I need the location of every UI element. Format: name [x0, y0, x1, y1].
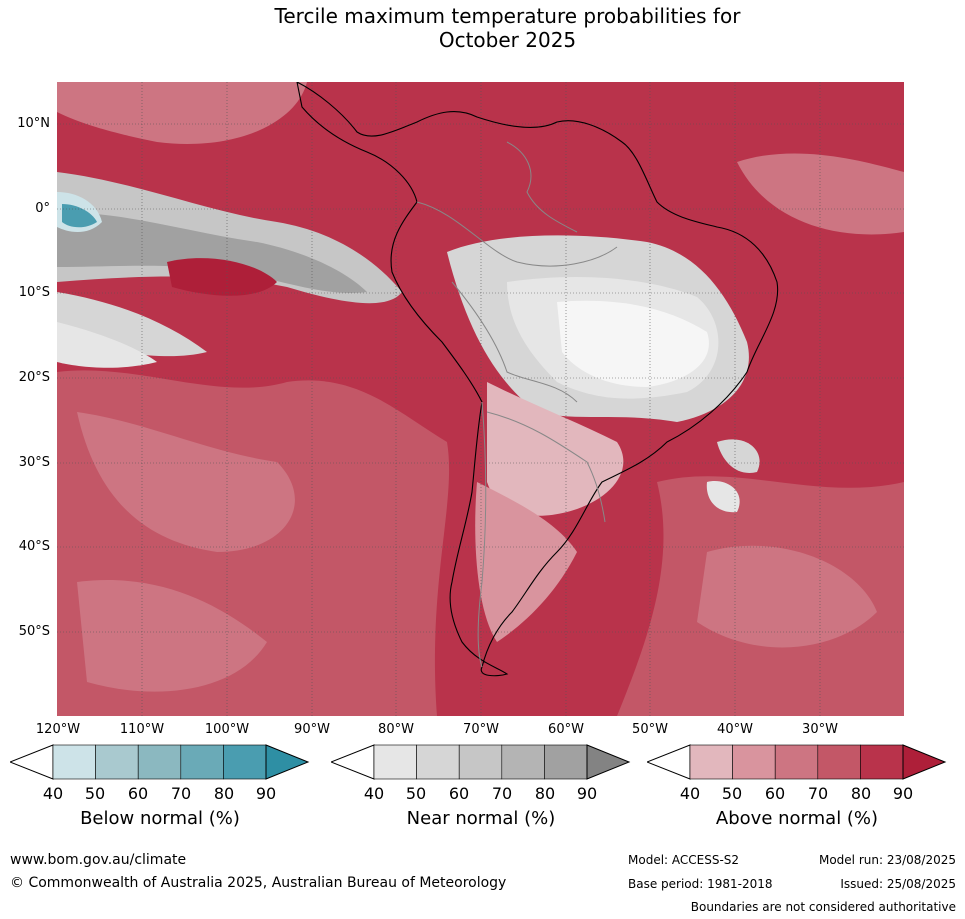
tick-label: 50 — [721, 784, 743, 803]
tick-label: 40 — [679, 784, 701, 803]
lon-label: 40°W — [717, 722, 753, 737]
lon-label: 100°W — [204, 722, 250, 737]
tick-label: 70 — [170, 784, 192, 803]
model-name: Model: ACCESS-S2 — [628, 853, 740, 867]
colorbar-cell — [137, 744, 182, 780]
tick-label: 60 — [127, 784, 149, 803]
tick-label: 80 — [850, 784, 872, 803]
colorbar-cell — [544, 744, 588, 780]
disclaimer: Boundaries are not considered authoritat… — [690, 900, 956, 914]
lat-label: 40°S — [18, 539, 50, 554]
tick-label: 60 — [448, 784, 470, 803]
colorbar-cell — [95, 744, 139, 780]
colorbar-cell — [416, 744, 460, 780]
tick-label: 70 — [491, 784, 513, 803]
colorbar-above — [647, 744, 947, 780]
colorbar-cell — [373, 744, 417, 780]
colorbar-cell — [458, 744, 503, 780]
issued-date: Issued: 25/08/2025 — [840, 877, 956, 891]
colorbar-cell — [732, 744, 776, 780]
colorbar-above-cells — [689, 744, 904, 780]
colorbar-cell — [501, 744, 545, 780]
colorbar-above-title: Above normal (%) — [715, 808, 879, 829]
lat-label: 20°S — [18, 370, 50, 385]
title-line-1: Tercile maximum temperature probabilitie… — [274, 4, 741, 28]
lon-label: 80°W — [378, 722, 414, 737]
tick-label: 80 — [534, 784, 556, 803]
colorbar-near-cells — [373, 744, 588, 780]
lon-label: 60°W — [548, 722, 584, 737]
tick-label: 80 — [213, 784, 235, 803]
colorbar-cell — [52, 744, 96, 780]
tick-label: 40 — [363, 784, 385, 803]
tick-label: 90 — [576, 784, 598, 803]
lon-label: 50°W — [632, 722, 668, 737]
colorbar-below — [10, 744, 310, 780]
colorbar-cell — [180, 744, 224, 780]
near-normal-field — [57, 172, 760, 642]
map-canvas — [57, 82, 904, 716]
tick-label: 90 — [892, 784, 914, 803]
colorbar-near-title: Near normal (%) — [406, 808, 556, 829]
lon-label: 120°W — [35, 722, 81, 737]
graticule — [57, 82, 904, 716]
tick-label: 50 — [84, 784, 106, 803]
title-line-2: October 2025 — [438, 28, 577, 52]
lon-label: 110°W — [119, 722, 165, 737]
colorbar-cell — [774, 744, 819, 780]
lon-label: 30°W — [802, 722, 838, 737]
copyright-text: © Commonwealth of Australia 2025, Austra… — [10, 875, 507, 891]
lat-label: 50°S — [18, 624, 50, 639]
lat-label: 30°S — [18, 455, 50, 470]
colorbar-below-title: Below normal (%) — [80, 808, 240, 829]
lat-label: 0° — [35, 201, 50, 216]
map-title: Tercile maximum temperature probabilitie… — [0, 4, 965, 52]
tick-label: 50 — [405, 784, 427, 803]
lon-label: 90°W — [294, 722, 330, 737]
colorbar-below-cells — [52, 744, 267, 780]
colorbar-cell — [817, 744, 861, 780]
tick-label: 60 — [764, 784, 786, 803]
colorbar-cell — [689, 744, 733, 780]
colorbar-near — [331, 744, 631, 780]
probability-map — [57, 82, 904, 716]
colorbar-cell — [860, 744, 904, 780]
lat-label: 10°S — [18, 285, 50, 300]
model-run: Model run: 23/08/2025 — [818, 853, 956, 867]
lon-label: 70°W — [463, 722, 499, 737]
base-period: Base period: 1981-2018 — [628, 877, 773, 891]
country-borders — [416, 141, 618, 668]
tick-label: 40 — [42, 784, 64, 803]
lat-label: 10°N — [17, 116, 50, 131]
south-america-coastline — [296, 82, 779, 677]
colorbar-cell — [223, 744, 267, 780]
website-link[interactable]: www.bom.gov.au/climate — [10, 852, 187, 868]
tick-label: 90 — [255, 784, 277, 803]
tick-label: 70 — [807, 784, 829, 803]
